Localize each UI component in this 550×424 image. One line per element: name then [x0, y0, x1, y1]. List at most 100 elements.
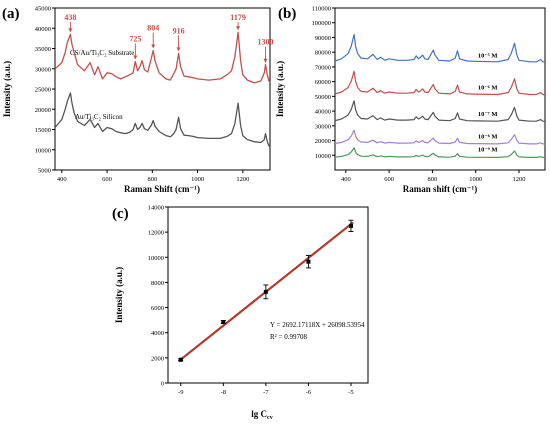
panel-b-ytick-label-0: 10000	[315, 153, 331, 160]
panel-b-ylabel: Intensity (a.u.)	[275, 61, 285, 117]
panel-c-point-4	[348, 223, 353, 228]
panel-b-series-line-1	[334, 70, 546, 96]
panel-a-series-label-silicon: Au/Ti₃C₂ Silicon	[75, 113, 123, 121]
panel-a-ytick-label-6: 35000	[35, 46, 51, 53]
panel-b-xtick-label-0: 400	[341, 176, 351, 183]
panel-c-xlabel-main: lg C	[251, 409, 267, 419]
panel-a-xtick-label-1: 600	[102, 176, 112, 183]
panel-b-label: (b)	[278, 6, 296, 22]
panel-b-series-label-4: 10⁻⁹ M	[478, 147, 498, 154]
panel-b-series-line-4	[334, 147, 546, 159]
panel-b-series-label-1: 10⁻⁶ M	[478, 85, 498, 92]
panel-c-point-2	[263, 289, 268, 294]
panel-a-ytick-label-0: 5000	[38, 168, 51, 175]
panel-b-ytick-label-9: 100000	[312, 20, 332, 27]
panel-a-series-label-substrate: CS/Au/Ti₃C₂ Substrate	[70, 49, 134, 57]
panel-b-series-line-3	[334, 129, 546, 145]
panel-b-ytick-label-5: 60000	[315, 79, 331, 86]
panel-c-frame	[167, 206, 369, 384]
panel-a-xtick-label-0: 400	[57, 176, 67, 183]
panel-c-point-1	[221, 320, 226, 325]
panel-c-xtick-label-3: -6	[306, 389, 312, 396]
panel-b-xlabel: Raman shift (cm⁻¹)	[403, 184, 477, 194]
panel-c-xtick-label-0: -9	[178, 389, 183, 396]
panel-b-series-label-0: 10⁻⁵ M	[478, 52, 498, 59]
panel-b-frame	[334, 7, 546, 171]
panel-a-peak-label-1: 725	[129, 34, 141, 43]
panel-c-ytick-label-2: 4000	[151, 330, 164, 337]
panel-a-arrowhead-4	[236, 26, 241, 31]
panel-c-xtick-label-1: -8	[221, 389, 226, 396]
panel-c-ytick-label-0: 0	[161, 381, 164, 388]
panel-a-peak-label-4: 1179	[230, 13, 246, 22]
panel-a-xtick-label-4: 1200	[236, 176, 249, 183]
panel-b-ticks: 400 600 800 1000 1200 10000 20000 30000 40000 500…	[312, 6, 526, 184]
panel-a-arrowhead-5	[263, 58, 268, 63]
panel-a-ylabel: Intensity (a.u.)	[2, 61, 12, 117]
panel-a-annotations: 438 725 804 916 1179 1300	[64, 13, 273, 63]
panel-b-ytick-label-4: 50000	[315, 94, 331, 101]
panel-c-r2: R² = 0.99708	[270, 333, 307, 341]
panel-c-points	[178, 219, 354, 362]
panel-b-xtick-label-3: 1000	[469, 176, 482, 183]
panel-b-series-label-3: 10⁻⁸ M	[478, 133, 498, 140]
panel-c-xtick-label-2: -7	[263, 389, 269, 396]
panel-a-arrowhead-2	[151, 44, 156, 49]
panel-c-xtick-label-4: -5	[348, 389, 353, 396]
panel-a: (a) 400 600 800 1000 1200 5000 10000 15000 20000…	[2, 6, 273, 195]
panel-a-series	[54, 31, 271, 148]
panel-b-ytick-label-3: 40000	[315, 109, 331, 116]
panel-a-series-line-1	[54, 92, 271, 148]
panel-a-ticks: 400 600 800 1000 1200 5000 10000 15000 20000 2500…	[35, 6, 250, 184]
panel-a-ytick-label-1: 10000	[35, 147, 51, 154]
panel-a-peak-label-3: 916	[173, 26, 185, 35]
panel-a-peak-label-2: 804	[147, 24, 159, 33]
panel-a-series-line-0	[54, 31, 271, 84]
panel-c-ytick-label-7: 14000	[148, 205, 164, 212]
panel-b-ytick-label-6: 70000	[315, 64, 331, 71]
panel-b: (b) 400 600 800 1000 1200 10000 20000 30000 4000…	[275, 6, 546, 194]
panel-a-ytick-label-3: 20000	[35, 107, 51, 114]
panel-b-ytick-label-8: 90000	[315, 35, 331, 42]
panel-b-ytick-label-10: 110000	[312, 6, 331, 13]
panel-c-ytick-label-4: 8000	[151, 280, 164, 287]
panel-c-xlabel: lg Ccv	[251, 409, 272, 421]
panel-b-xtick-label-2: 800	[428, 176, 438, 183]
panel-c-ytick-label-1: 2000	[151, 355, 164, 362]
panel-b-series-label-2: 10⁻⁷ M	[478, 111, 498, 118]
panel-a-xtick-label-2: 800	[147, 176, 157, 183]
panel-c-ticks: -9 -8 -7 -6 -5 0 2000 4000 6000 8000 10000 12000 140…	[148, 205, 354, 397]
panel-a-arrowhead-0	[68, 28, 73, 33]
panel-a-arrowhead-1	[133, 55, 138, 60]
panel-c-equation: Y = 2692.17118X + 26098.53954	[270, 321, 365, 329]
panel-a-ytick-label-5: 30000	[35, 66, 51, 73]
panel-a-peak-label-5: 1300	[257, 38, 273, 47]
panel-a-peak-label-0: 438	[64, 13, 76, 22]
panel-a-xtick-label-3: 1000	[191, 176, 204, 183]
panel-c-ytick-label-3: 6000	[151, 305, 164, 312]
panel-b-xtick-label-4: 1200	[513, 176, 526, 183]
panel-b-series	[334, 33, 546, 159]
panel-c-label: (c)	[112, 206, 129, 222]
panel-a-arrowhead-3	[176, 47, 181, 52]
panel-b-ytick-label-7: 80000	[315, 50, 331, 57]
panel-c-point-3	[306, 259, 311, 264]
panel-a-xlabel: Raman Shift (cm⁻¹)	[124, 184, 200, 194]
panel-b-xtick-label-1: 600	[384, 176, 394, 183]
panel-c-ylabel: Intensity (a.u.)	[114, 267, 124, 323]
panel-c-point-0	[178, 357, 183, 362]
panel-c-xlabel-sub: cv	[267, 415, 273, 421]
panel-c: (c) -9 -8 -7 -6 -5 0 2000 4000 6000 8000 10000 1200…	[112, 205, 369, 421]
panel-b-series-line-2	[334, 100, 546, 123]
panel-a-ytick-label-4: 25000	[35, 87, 51, 94]
panel-c-ytick-label-6: 12000	[148, 230, 164, 237]
panel-a-ytick-label-8: 45000	[35, 6, 51, 13]
panel-b-series-labels: 10⁻⁵ M 10⁻⁶ M 10⁻⁷ M 10⁻⁸ M 10⁻⁹ M	[478, 52, 498, 153]
panel-a-ytick-label-2: 15000	[35, 127, 51, 134]
panel-b-ytick-label-1: 20000	[315, 138, 331, 145]
panel-b-series-line-0	[334, 33, 546, 63]
panel-c-ytick-label-5: 10000	[148, 255, 164, 262]
panel-b-ytick-label-2: 30000	[315, 123, 331, 130]
panel-a-label: (a)	[2, 6, 20, 22]
